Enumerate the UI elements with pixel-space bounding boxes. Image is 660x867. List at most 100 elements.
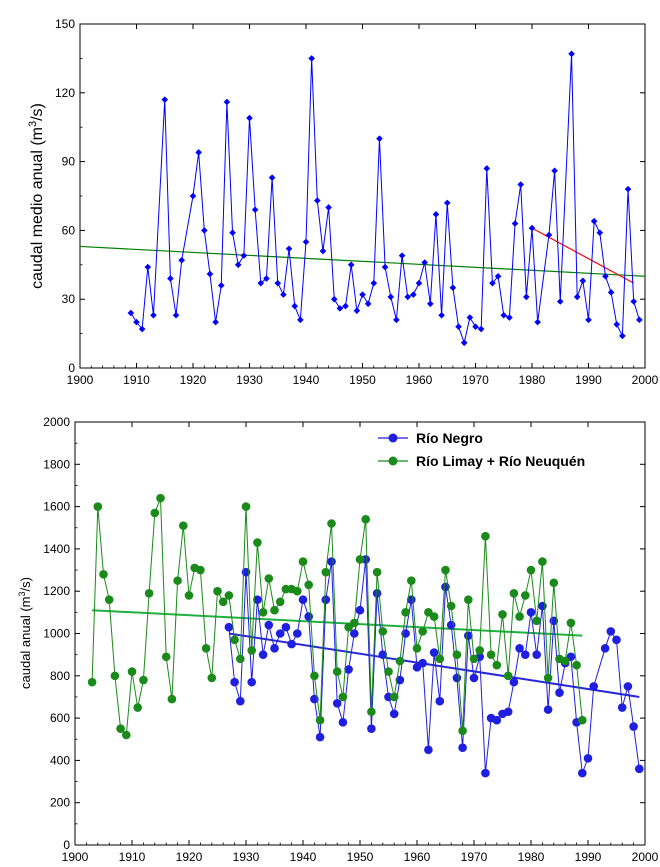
data-point xyxy=(207,673,217,683)
data-point xyxy=(315,732,325,742)
data-point xyxy=(443,199,451,207)
data-point xyxy=(623,682,633,691)
data-point xyxy=(336,305,344,312)
chart-2-y-tick-label: 1200 xyxy=(43,584,70,598)
data-point xyxy=(532,650,541,659)
data-point xyxy=(274,279,282,287)
chart-2: 1900 1910 1920 1930 1940 1950 1960 1970 1980 1990… xyxy=(17,415,659,864)
data-point xyxy=(606,627,616,636)
data-point xyxy=(455,323,462,331)
data-point xyxy=(304,580,314,590)
data-point xyxy=(543,673,553,683)
data-point xyxy=(347,261,355,269)
data-point xyxy=(407,576,416,585)
data-point xyxy=(206,270,214,278)
data-point xyxy=(528,224,536,232)
chart-2-y-tick-label: 1400 xyxy=(43,542,70,556)
data-point xyxy=(213,586,222,596)
data-point xyxy=(466,314,474,321)
data-point xyxy=(246,114,253,122)
data-point xyxy=(247,646,256,655)
data-point xyxy=(167,275,174,282)
data-point xyxy=(404,293,411,301)
data-point xyxy=(338,692,348,702)
data-point xyxy=(398,252,406,259)
chart-2-series xyxy=(87,493,644,778)
data-point xyxy=(389,709,399,719)
data-point xyxy=(201,644,211,653)
data-point xyxy=(635,764,644,774)
data-point xyxy=(342,302,349,310)
data-point xyxy=(613,321,621,328)
chart-2-x-tick-label: 1980 xyxy=(518,850,545,864)
data-point xyxy=(526,565,536,575)
chart-2-x-tick-label: 1930 xyxy=(233,850,260,864)
data-point xyxy=(350,629,359,638)
data-point xyxy=(481,531,490,541)
data-point xyxy=(503,707,513,717)
data-point xyxy=(481,768,490,778)
data-point xyxy=(384,667,393,676)
data-point xyxy=(568,50,575,58)
data-point xyxy=(263,275,270,282)
data-point xyxy=(167,694,177,704)
data-point xyxy=(543,705,553,714)
data-point xyxy=(517,181,524,188)
chart-2-y-tick-label: 400 xyxy=(50,753,70,767)
data-point xyxy=(503,671,513,681)
data-point xyxy=(144,589,154,598)
data-point xyxy=(270,644,279,653)
data-point xyxy=(253,538,262,547)
data-point xyxy=(589,682,598,691)
chart-1-trendline-1 xyxy=(79,245,646,277)
data-point xyxy=(139,675,148,685)
data-point xyxy=(275,629,285,638)
data-point xyxy=(87,677,97,687)
data-point xyxy=(477,325,485,333)
data-point xyxy=(475,646,485,655)
data-point xyxy=(364,300,372,308)
chart-1-x-tick-label: 1950 xyxy=(349,373,376,387)
chart-2-legend: Río Negro Río Limay + Río Neuquén xyxy=(378,430,585,469)
chart-2-x-tick-label: 1960 xyxy=(404,850,431,864)
data-point xyxy=(538,557,547,566)
chart-1-y-axis-label: caudal medio anual (m3/s) xyxy=(27,103,46,289)
data-point xyxy=(389,692,399,702)
data-point xyxy=(418,627,428,636)
chart-2-y-tick-label: 1800 xyxy=(43,457,70,471)
data-point xyxy=(472,323,479,331)
chart-1-trendlines xyxy=(79,227,646,284)
chart-2-y-tick-label: 0 xyxy=(63,838,70,852)
data-point xyxy=(526,608,536,617)
chart-2-y-tick-label: 200 xyxy=(50,796,70,810)
data-point xyxy=(469,654,479,664)
data-point xyxy=(600,644,610,653)
data-point xyxy=(376,135,383,142)
data-point xyxy=(372,567,382,577)
data-point xyxy=(93,502,103,511)
data-point xyxy=(452,650,462,659)
data-point xyxy=(332,667,342,676)
data-point xyxy=(629,722,638,731)
data-point xyxy=(258,608,268,617)
data-point xyxy=(138,325,146,333)
data-point xyxy=(395,675,405,685)
data-point xyxy=(234,261,242,269)
data-point xyxy=(99,569,108,579)
chart-1-y-tick-label: 30 xyxy=(62,292,76,306)
data-point xyxy=(361,514,371,524)
chart-2-y-tick-label: 800 xyxy=(50,669,70,683)
data-point xyxy=(617,703,627,712)
data-point xyxy=(509,589,519,598)
data-point xyxy=(314,197,321,204)
data-point xyxy=(251,206,259,214)
data-point xyxy=(302,238,310,246)
chart-1-x-axis: 1900 1910 1920 1930 1940 1950 1960 1970 1980 1990… xyxy=(67,24,659,387)
data-point xyxy=(230,635,239,645)
chart-2-y-axis: 0 200 400 600 800 1000 1200 1400 1600 1800 2000 xyxy=(43,415,645,852)
chart-2-x-tick-label: 1920 xyxy=(176,850,203,864)
data-point xyxy=(619,332,626,340)
chart-1-x-tick-label: 1920 xyxy=(180,373,207,387)
data-point xyxy=(492,660,502,670)
data-point xyxy=(280,291,287,298)
